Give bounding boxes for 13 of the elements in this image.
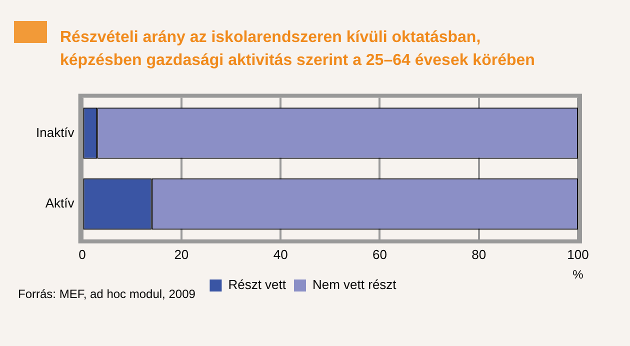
- x-tick-label: 100: [567, 246, 589, 262]
- x-tick-label: 0: [78, 246, 86, 262]
- y-tick-label: Inaktív: [36, 124, 75, 140]
- chart-title: Részvételi arány az iskolarendszeren kívüli oktatásban, képzésben gazdasági aktivitás szerint a 25–64 évesek körében: [60, 28, 535, 71]
- x-tick-label: 40: [273, 246, 288, 262]
- text: Forrás: MEF, ad hoc modul, 2009: [18, 287, 196, 301]
- legend-label: Részt vett: [228, 277, 286, 292]
- legend-label: Nem vett részt: [312, 277, 397, 292]
- y-tick-label: Aktív: [45, 196, 75, 211]
- x-tick-label: 60: [372, 246, 387, 262]
- x-tick-label: 20: [174, 246, 189, 262]
- x-tick-label: 80: [472, 246, 486, 262]
- x-axis-title: %: [572, 268, 584, 282]
